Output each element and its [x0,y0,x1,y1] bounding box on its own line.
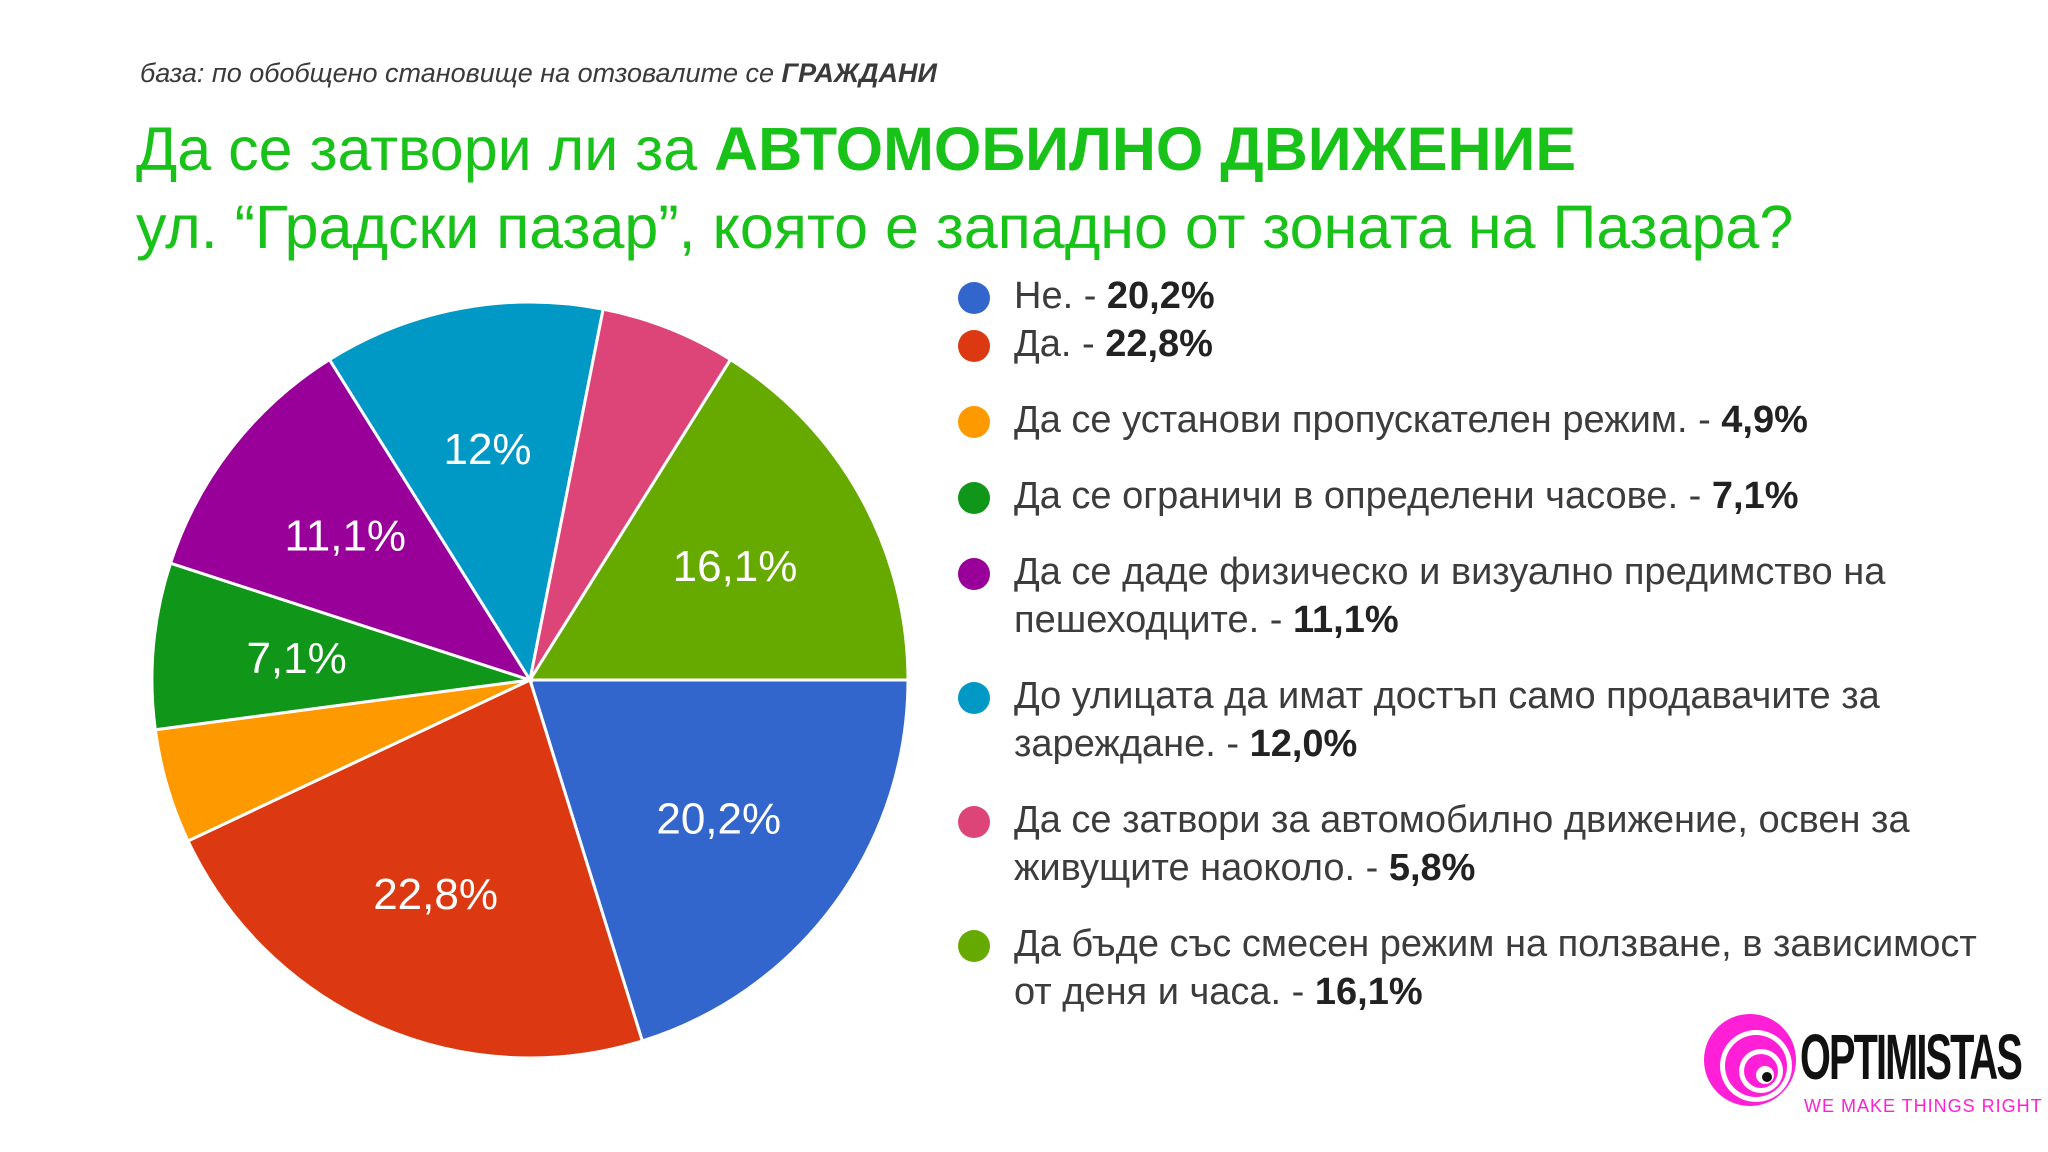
legend-value-da: 22,8% [1105,323,1213,365]
legend-value-sellers-only: 12,0% [1249,723,1358,765]
legend-dot-limited-hours [958,482,990,514]
legend-dot-da [958,330,990,362]
pie-label-3: 7,1% [246,634,346,683]
title-line-1-bold: АВТОМОБИЛНО ДВИЖЕНИЕ [714,115,1577,183]
title-line-1-prefix: Да се затвори ли за [136,115,715,183]
legend-value-ne: 20,2% [1106,275,1215,317]
pie-slice-1 [185,677,645,1060]
base-note: база: по обобщено становище на отзовалит… [140,58,937,89]
legend-text-access-regime: Да се установи пропускателен режим. - 4,… [1014,396,2014,444]
legend-label-pedestrian-priority: Да се даде физическо и визуално предимст… [1014,551,1886,641]
title-line-2: ул. “Градски пазар”, която е западно от … [136,193,1794,261]
pie-slice-6 [528,307,733,681]
legend-text-mixed-regime: Да бъде със смесен режим на ползване, в … [1014,920,2014,1016]
pie-slice-4 [168,357,534,683]
legend-dot-mixed-regime [958,930,990,962]
legend-label-da: Да. - [1014,323,1106,365]
legend-value-limited-hours: 7,1% [1711,475,1799,517]
legend-dot-pedestrian-priority [958,558,990,590]
logo-rings-icon [1704,1014,1796,1106]
pie-slice-3 [150,561,531,732]
legend-text-pedestrian-priority: Да се даде физическо и визуално предимст… [1014,548,2014,644]
pie-label-7: 16,1% [673,542,798,591]
legend-dot-ne [958,282,990,314]
legend-label-limited-hours: Да се ограничи в определени часове. - [1014,475,1712,517]
pie-label-0: 20,2% [656,794,781,843]
title-line-1: Да се затвори ли за АВТОМОБИЛНО ДВИЖЕНИЕ [136,110,2016,188]
pie-label-4: 11,1% [285,511,407,560]
pie-slice-5 [327,300,605,685]
legend-value-mixed-regime: 16,1% [1314,971,1423,1013]
pie-label-1: 22,8% [373,870,498,919]
pie-label-5: 12% [443,425,531,474]
logo-tagline: WE MAKE THINGS RIGHT [1804,1096,2043,1116]
legend-value-pedestrian-priority: 11,1% [1292,599,1399,641]
legend-label-ne: Не. - [1014,275,1107,317]
legend-dot-residents-only [958,806,990,838]
legend-text-da: Да. - 22,8% [1014,320,2014,368]
legend-dot-access-regime [958,406,990,438]
legend-label-mixed-regime: Да бъде със смесен режим на ползване, в … [1014,923,1977,1013]
legend-dot-sellers-only [958,682,990,714]
legend-text-limited-hours: Да се ограничи в определени часове. - 7,… [1014,472,2014,520]
optimistas-logo: OPTIMISTAS WE MAKE THINGS RIGHT [1700,1010,2043,1120]
page-title: Да се затвори ли за АВТОМОБИЛНО ДВИЖЕНИЕ… [136,110,2016,266]
legend-text-residents-only: Да се затвори за автомобилно движение, о… [1014,796,2014,892]
pie-slice-7 [527,357,910,682]
legend-label-sellers-only: До улицата да имат достъп само продавачи… [1014,675,1880,765]
legend-value-residents-only: 5,8% [1388,847,1476,889]
legend-label-access-regime: Да се установи пропускателен режим. - [1014,399,1722,441]
base-note-prefix: база: по обобщено становище на отзовалит… [140,58,782,88]
base-note-group: ГРАЖДАНИ [781,58,937,88]
legend-text-ne: Не. - 20,2% [1014,272,2014,320]
legend-text-sellers-only: До улицата да имат достъп само продавачи… [1014,672,2014,768]
logo-wordmark: OPTIMISTAS [1800,1021,2023,1093]
legend-label-residents-only: Да се затвори за автомобилно движение, о… [1014,799,1910,889]
pie-slice-0 [527,678,910,1043]
legend-value-access-regime: 4,9% [1721,399,1808,441]
pie-chart: 20,2% 22,8% 7,1% 11,1% 12% 16,1% [150,300,910,1060]
